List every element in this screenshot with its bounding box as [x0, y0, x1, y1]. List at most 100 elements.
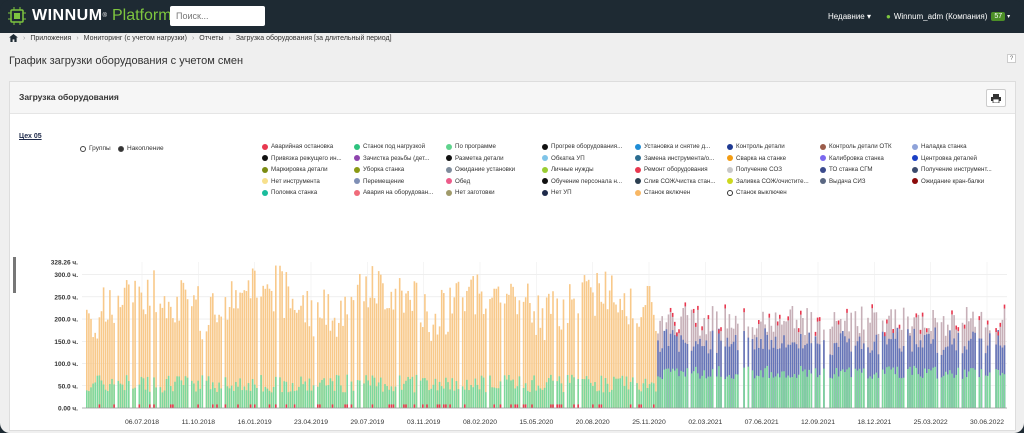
bar-stack-load	[802, 371, 804, 408]
legend-item[interactable]: Станок под нагрузкой	[354, 143, 425, 150]
legend-item[interactable]: Личные нужды	[542, 166, 594, 173]
legend-item[interactable]: Ожидание кран-балки	[912, 178, 984, 185]
bar-stack-load	[495, 388, 498, 408]
equipment-load-panel: Загрузка оборудования Цех 05 Группы Нако…	[9, 81, 1016, 431]
bar-stack-on	[279, 265, 281, 408]
legend-label: Контроль детали	[736, 143, 785, 150]
legend-item[interactable]: Контроль детали ОТК	[820, 143, 892, 150]
bar-stack-on	[419, 322, 422, 408]
bar-stack-load	[678, 376, 680, 408]
bar-stack-alarm	[445, 404, 447, 408]
bar-stack-load	[751, 370, 754, 408]
bar-stack-alarm	[955, 325, 957, 330]
bar-stack-on	[636, 323, 638, 408]
bar-stack-setup	[921, 347, 924, 408]
legend-item[interactable]: Станок включен	[635, 189, 690, 196]
legend-item[interactable]: Выдача СИЗ	[820, 178, 866, 185]
legend-item[interactable]: Установка и снятие д...	[635, 143, 710, 150]
legend-item[interactable]: По программе	[446, 143, 496, 150]
bar-stack-load	[92, 383, 94, 408]
legend-item[interactable]: Контроль детали	[727, 143, 785, 150]
bar-stack-setup	[816, 343, 819, 408]
legend-item[interactable]: Привязка режущего ин...	[262, 155, 342, 162]
legend-item[interactable]: Калибровка станка	[820, 155, 884, 162]
legend-label: Наладка станка	[921, 143, 967, 150]
mode-accumulation-radio[interactable]: Накопление	[118, 145, 164, 152]
home-icon[interactable]	[9, 34, 18, 42]
resize-handle[interactable]	[13, 257, 16, 293]
search-input[interactable]	[170, 6, 265, 26]
breadcrumb-item-apps[interactable]: Приложения	[30, 34, 72, 42]
recent-menu[interactable]: Недавние ▾	[828, 12, 872, 21]
legend-item[interactable]: Уборка станка	[354, 166, 404, 173]
legend-item[interactable]: Обкатка УП	[542, 155, 585, 162]
bar-stack-load	[409, 379, 411, 408]
legend-item[interactable]: Наладка станка	[912, 143, 967, 150]
bar-stack-on	[394, 288, 397, 408]
legend-marker-icon	[354, 143, 360, 150]
bar-stack-on	[558, 326, 561, 408]
legend-item[interactable]: Центровка деталей	[912, 155, 977, 162]
legend-item[interactable]: Нет заготовки	[446, 189, 495, 196]
legend-item[interactable]: Разметка детали	[446, 155, 504, 162]
printer-icon	[991, 93, 1001, 103]
print-button[interactable]	[986, 89, 1006, 107]
load-chart: 0.00 ч. 50.0 ч. 100.0 ч. 150.0 ч. 200.0 ч. 25…	[51, 260, 1007, 426]
legend-item[interactable]: Поломка станка	[262, 189, 317, 196]
bar-stack-load	[407, 376, 409, 408]
bar-stack-alarm	[197, 404, 199, 408]
legend-marker-icon	[542, 189, 548, 196]
bar-stack-on	[403, 312, 405, 408]
bar-stack-load	[394, 386, 397, 408]
panel-header: Загрузка оборудования	[10, 82, 1015, 114]
bar-stack-load	[548, 378, 550, 408]
bar-stack-on	[230, 281, 233, 408]
legend-item[interactable]: Получение инструмент...	[912, 166, 992, 173]
bar-stack-on	[104, 321, 107, 408]
legend-item[interactable]: Ремонт оборудования	[635, 166, 708, 173]
bar-stack-setup	[989, 333, 991, 408]
legend-item[interactable]: ТО станка СГМ	[820, 166, 873, 173]
legend-item[interactable]: Прогрев оборудования...	[542, 143, 622, 150]
legend-item[interactable]: Аварийная остановка	[262, 143, 333, 150]
bar-stack-on	[266, 284, 269, 408]
bar-stack-load	[823, 368, 825, 408]
legend-item[interactable]: Авария на оборудован...	[354, 189, 433, 196]
breadcrumb-item-reports[interactable]: Отчеты	[199, 34, 224, 42]
bar-stack-load	[646, 388, 649, 408]
workshop-link[interactable]: Цех 05	[19, 133, 42, 140]
legend-item[interactable]: Получение СОЗ	[727, 166, 782, 173]
bar-stack-on	[464, 311, 466, 408]
bar-stack-on	[434, 313, 437, 408]
user-menu[interactable]: ● Winnum_adm (Компания) 57 ▾	[886, 12, 1010, 21]
legend-item[interactable]: Нет инструмента	[262, 178, 320, 185]
legend-label: Обучение персонала н...	[551, 177, 623, 185]
bar-stack-on	[155, 312, 157, 408]
legend-item[interactable]: Ожидание установки	[446, 166, 515, 173]
bar-stack-on	[531, 322, 533, 408]
legend-item[interactable]: Слив СОЖ/чистка стан...	[635, 178, 715, 185]
legend-item[interactable]: Обучение персонала н...	[542, 178, 622, 185]
bar-stack-alarm	[758, 320, 760, 325]
bar-stack-load	[279, 377, 281, 408]
legend-item[interactable]: Перемещение	[354, 178, 404, 185]
legend-item[interactable]: Маркировка детали	[262, 166, 328, 173]
legend-item[interactable]: Зачистка резьбы (дет...	[354, 155, 429, 162]
legend-item[interactable]: Заливка СОЖ/очистите...	[727, 178, 809, 185]
legend-item[interactable]: Нет УП	[542, 189, 572, 196]
bar-stack-alarm	[499, 404, 502, 408]
bar-stack-load	[949, 370, 951, 408]
bar-stack-load	[980, 369, 983, 408]
help-button[interactable]: ?	[1007, 54, 1016, 63]
bar-stack-on	[287, 286, 290, 408]
bar-stack-load	[963, 369, 966, 408]
mode-groups-radio[interactable]: Группы	[80, 145, 111, 152]
bar-stack-load	[692, 371, 695, 408]
breadcrumb-item-monitoring[interactable]: Мониторинг (с учетом нагрузки)	[83, 34, 187, 42]
bar-stack-on	[212, 293, 214, 408]
legend-item[interactable]: Сварка на станке	[727, 155, 786, 162]
legend-item[interactable]: Станок выключен	[727, 189, 787, 196]
legend-item[interactable]: Замена инструмента/о...	[635, 155, 714, 162]
logo[interactable]: WINNUM ® Platform	[8, 7, 172, 25]
legend-item[interactable]: Обед	[446, 178, 470, 185]
